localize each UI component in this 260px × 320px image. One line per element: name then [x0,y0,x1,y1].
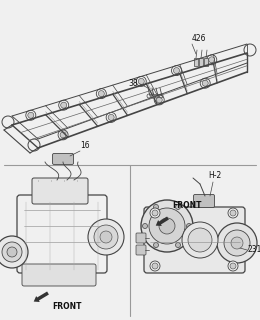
Circle shape [153,243,159,248]
Text: FRONT: FRONT [172,201,202,210]
FancyArrow shape [34,292,49,302]
Circle shape [188,228,212,252]
Circle shape [60,132,66,138]
Circle shape [244,44,256,56]
Circle shape [182,222,218,258]
FancyBboxPatch shape [17,195,107,273]
Circle shape [58,130,68,140]
Circle shape [149,208,185,244]
Circle shape [173,68,179,74]
FancyBboxPatch shape [32,178,88,204]
Circle shape [156,97,162,103]
Circle shape [59,100,69,110]
Circle shape [2,116,14,128]
Circle shape [61,102,67,108]
FancyBboxPatch shape [194,58,198,66]
Circle shape [152,210,158,216]
Circle shape [207,55,217,65]
Circle shape [159,218,175,234]
Circle shape [217,223,257,263]
Circle shape [186,223,192,228]
Circle shape [100,231,112,243]
Circle shape [108,114,114,120]
FancyBboxPatch shape [193,195,214,207]
Circle shape [153,204,159,210]
Circle shape [209,57,215,63]
FancyBboxPatch shape [22,264,96,286]
Circle shape [200,78,210,88]
Circle shape [106,112,116,122]
Circle shape [94,225,118,249]
Circle shape [202,80,208,86]
Circle shape [138,78,144,84]
Text: 426: 426 [192,34,206,43]
Circle shape [2,242,22,262]
Text: H-2: H-2 [208,171,222,180]
Circle shape [141,200,193,252]
Text: 16: 16 [80,141,90,150]
Circle shape [150,208,160,218]
Circle shape [88,219,124,255]
Text: FRONT: FRONT [52,302,81,311]
Circle shape [230,263,236,269]
Circle shape [142,223,147,228]
FancyBboxPatch shape [204,58,208,66]
Circle shape [176,243,180,248]
FancyArrow shape [156,217,169,226]
Circle shape [7,247,17,257]
Circle shape [230,210,236,216]
Circle shape [28,112,34,118]
Circle shape [176,204,180,210]
Text: 231: 231 [247,245,260,254]
Text: 38: 38 [128,78,138,87]
Circle shape [152,263,158,269]
Circle shape [224,230,250,256]
FancyBboxPatch shape [136,233,146,243]
Circle shape [228,208,238,218]
FancyBboxPatch shape [199,58,203,66]
Circle shape [231,237,243,249]
Circle shape [136,76,146,86]
Circle shape [172,66,181,76]
Circle shape [228,261,238,271]
FancyBboxPatch shape [144,207,245,273]
Circle shape [154,95,164,105]
FancyBboxPatch shape [136,245,146,255]
Circle shape [150,261,160,271]
Circle shape [26,110,36,120]
Circle shape [0,236,28,268]
Circle shape [98,91,104,97]
Circle shape [28,139,40,151]
FancyBboxPatch shape [53,154,74,164]
Circle shape [96,89,106,99]
